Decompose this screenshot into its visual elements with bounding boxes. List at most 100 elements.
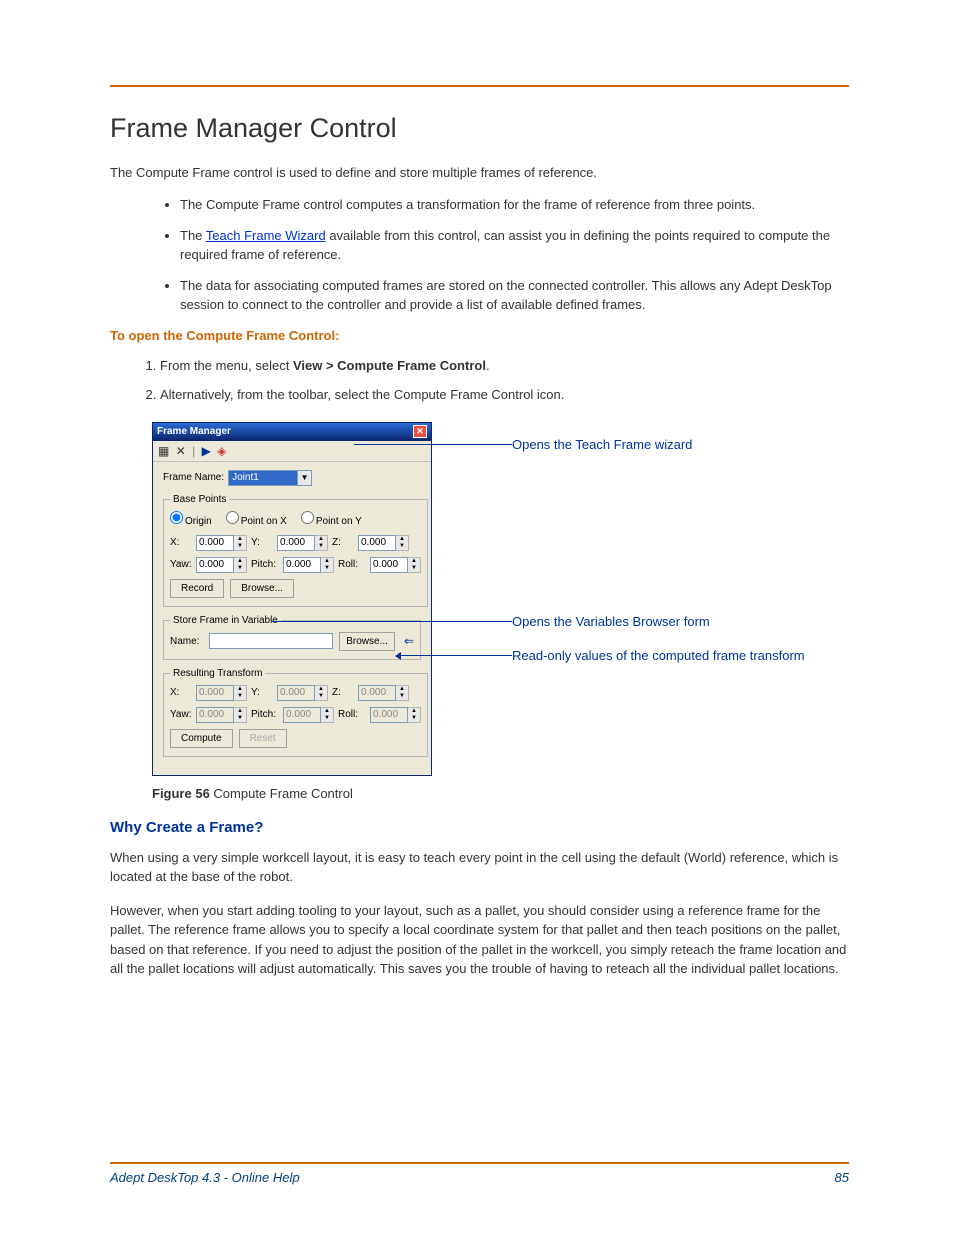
z-value[interactable]: 0.000 — [358, 535, 396, 551]
page-title: Frame Manager Control — [110, 113, 849, 144]
z-field[interactable]: 0.000▲▼ — [358, 535, 409, 551]
window-titlebar[interactable]: Frame Manager ✕ — [153, 423, 431, 441]
close-icon[interactable]: ✕ — [413, 425, 427, 438]
footer-rule — [110, 1162, 849, 1164]
z-spinner[interactable]: ▲▼ — [396, 535, 409, 551]
para-2: However, when you start adding tooling t… — [110, 901, 849, 979]
figure-label: Figure 56 — [152, 786, 210, 801]
rpitch-field: 0.000▲▼ — [283, 707, 334, 723]
x-value[interactable]: 0.000 — [196, 535, 234, 551]
rz-spinner: ▲▼ — [396, 685, 409, 701]
para-1: When using a very simple workcell layout… — [110, 848, 849, 887]
browse-base-button[interactable]: Browse... — [230, 579, 294, 598]
name-input[interactable] — [209, 633, 333, 649]
bullet-2: The Teach Frame Wizard available from th… — [180, 227, 849, 265]
annotation-1: Opens the Teach Frame wizard — [512, 436, 849, 454]
z-label: Z: — [332, 537, 354, 548]
pitch-spinner[interactable]: ▲▼ — [321, 557, 334, 573]
toolbar-separator: | — [192, 444, 195, 458]
radio-py-input[interactable] — [301, 511, 314, 524]
x-spinner[interactable]: ▲▼ — [234, 535, 247, 551]
base-points-legend: Base Points — [170, 494, 229, 505]
xyz-row: X: 0.000▲▼ Y: 0.000▲▼ Z: 0.000▲▼ — [170, 535, 421, 551]
y-value[interactable]: 0.000 — [277, 535, 315, 551]
store-name-row: Name: Browse... ⇐ — [170, 632, 414, 651]
teach-icon[interactable]: ◈ — [217, 444, 226, 458]
wizard-icon[interactable]: ▶ — [202, 444, 211, 458]
radio-origin-label: Origin — [185, 516, 212, 527]
radio-point-x[interactable]: Point on X — [226, 511, 287, 527]
new-frame-icon[interactable]: ▦ — [158, 444, 169, 458]
chevron-down-icon[interactable]: ▼ — [298, 470, 312, 486]
x-field[interactable]: 0.000▲▼ — [196, 535, 247, 551]
roll-spinner[interactable]: ▲▼ — [408, 557, 421, 573]
rroll-field: 0.000▲▼ — [370, 707, 421, 723]
rpitch-value: 0.000 — [283, 707, 321, 723]
radio-point-y[interactable]: Point on Y — [301, 511, 362, 527]
result-buttons: Compute Reset — [170, 729, 421, 748]
base-points-fieldset: Base Points Origin Point on X Point on Y… — [163, 494, 428, 607]
y-spinner[interactable]: ▲▼ — [315, 535, 328, 551]
footer-left: Adept DeskTop 4.3 - Online Help — [110, 1170, 300, 1185]
yaw-value[interactable]: 0.000 — [196, 557, 234, 573]
rx-label: X: — [170, 687, 192, 698]
pitch-value[interactable]: 0.000 — [283, 557, 321, 573]
radio-px-input[interactable] — [226, 511, 239, 524]
annotation-3: Read-only values of the computed frame t… — [512, 647, 849, 665]
result-ypr-row: Yaw: 0.000▲▼ Pitch: 0.000▲▼ Roll: 0.000▲… — [170, 707, 421, 723]
ry-field: 0.000▲▼ — [277, 685, 328, 701]
compute-button[interactable]: Compute — [170, 729, 233, 748]
steps-list: From the menu, select View > Compute Fra… — [160, 357, 849, 403]
reset-button[interactable]: Reset — [239, 729, 287, 748]
rz-label: Z: — [332, 687, 354, 698]
window-body: Frame Name: Joint1 ▼ Base Points Origin … — [153, 462, 431, 775]
rz-value: 0.000 — [358, 685, 396, 701]
step-1: From the menu, select View > Compute Fra… — [160, 357, 849, 375]
page-footer: Adept DeskTop 4.3 - Online Help 85 — [110, 1162, 849, 1185]
bullet-2-pre: The — [180, 228, 206, 243]
annotation-3-text: Read-only values of the computed frame t… — [512, 648, 805, 663]
ry-label: Y: — [251, 687, 273, 698]
record-button[interactable]: Record — [170, 579, 224, 598]
figure-caption: Figure 56 Compute Frame Control — [152, 786, 849, 801]
rx-spinner: ▲▼ — [234, 685, 247, 701]
bullet-1: The Compute Frame control computes a tra… — [180, 196, 849, 215]
top-rule — [110, 85, 849, 87]
figure-wrap: Frame Manager ✕ ▦ ✕ | ▶ ◈ Frame Name: Jo… — [152, 422, 849, 776]
roll-label: Roll: — [338, 559, 366, 570]
annotation-2-text: Opens the Variables Browser form — [512, 614, 710, 629]
browse-variable-button[interactable]: Browse... — [339, 632, 395, 651]
frame-name-select[interactable]: Joint1 ▼ — [228, 470, 312, 486]
radio-origin-input[interactable] — [170, 511, 183, 524]
ypr-row: Yaw: 0.000▲▼ Pitch: 0.000▲▼ Roll: 0.000▲… — [170, 557, 421, 573]
ry-spinner: ▲▼ — [315, 685, 328, 701]
roll-field[interactable]: 0.000▲▼ — [370, 557, 421, 573]
open-heading: To open the Compute Frame Control: — [110, 328, 849, 343]
radio-py-label: Point on Y — [316, 516, 362, 527]
y-field[interactable]: 0.000▲▼ — [277, 535, 328, 551]
ryaw-value: 0.000 — [196, 707, 234, 723]
rx-field: 0.000▲▼ — [196, 685, 247, 701]
radio-origin[interactable]: Origin — [170, 511, 212, 527]
delete-icon[interactable]: ✕ — [176, 444, 186, 458]
rz-field: 0.000▲▼ — [358, 685, 409, 701]
rroll-label: Roll: — [338, 709, 366, 720]
frame-name-value: Joint1 — [228, 470, 298, 486]
yaw-field[interactable]: 0.000▲▼ — [196, 557, 247, 573]
why-create-heading: Why Create a Frame? — [110, 819, 849, 836]
yaw-label: Yaw: — [170, 559, 192, 570]
teach-frame-wizard-link[interactable]: Teach Frame Wizard — [206, 228, 326, 243]
roll-value[interactable]: 0.000 — [370, 557, 408, 573]
pitch-label: Pitch: — [251, 559, 279, 570]
yaw-spinner[interactable]: ▲▼ — [234, 557, 247, 573]
y-label: Y: — [251, 537, 273, 548]
bullet-3: The data for associating computed frames… — [180, 277, 849, 315]
ryaw-spinner: ▲▼ — [234, 707, 247, 723]
base-buttons: Record Browse... — [170, 579, 421, 598]
step-1-post: . — [486, 358, 490, 373]
step-1-bold: View > Compute Frame Control — [293, 358, 486, 373]
pitch-field[interactable]: 0.000▲▼ — [283, 557, 334, 573]
rx-value: 0.000 — [196, 685, 234, 701]
figure-caption-text: Compute Frame Control — [210, 786, 353, 801]
name-label: Name: — [170, 636, 199, 647]
